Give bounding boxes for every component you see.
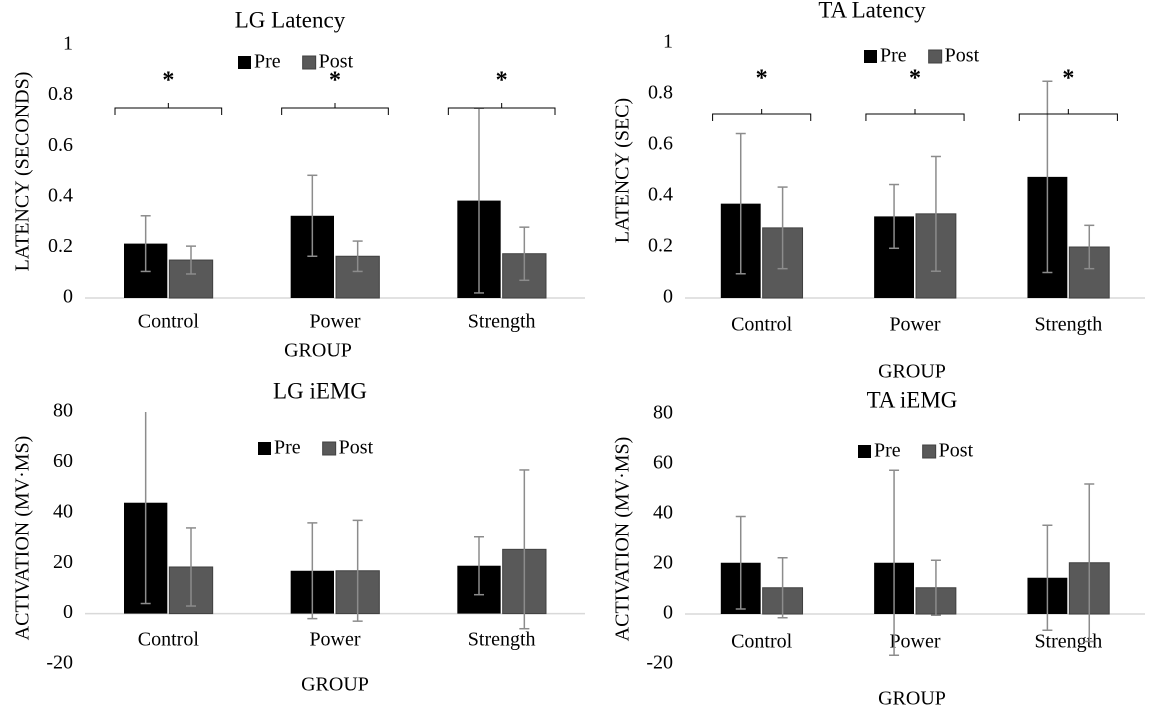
y-axis-label: LATENCY (SECONDS) <box>12 72 34 272</box>
chart-title: LG Latency <box>235 7 346 32</box>
y-tick-label: 0.2 <box>48 235 73 257</box>
y-tick-label: 0.2 <box>648 235 673 257</box>
y-tick-label: 0.6 <box>48 134 73 156</box>
legend-label: Pre <box>874 440 901 462</box>
x-tick-label: Strength <box>468 629 536 651</box>
legend-label: Pre <box>880 45 907 67</box>
legend-swatch <box>864 50 877 63</box>
significance-marker: * <box>162 68 174 94</box>
y-tick-label: 40 <box>653 502 673 524</box>
y-tick-label: 0.8 <box>48 83 73 105</box>
x-tick-label: Control <box>138 629 200 651</box>
legend-swatch <box>302 55 317 70</box>
x-tick-label: Power <box>889 631 940 653</box>
legend-swatch <box>322 441 337 456</box>
chart-panel: LG Latency GROUP LATENCY (SECONDS) 0 0.2 0.4 0… <box>12 7 585 362</box>
y-tick-label: 60 <box>53 450 73 472</box>
y-tick-label: 0.8 <box>648 82 673 104</box>
y-tick-label: 20 <box>53 551 73 573</box>
chart-title: TA Latency <box>818 0 926 22</box>
x-axis-label: GROUP <box>284 340 352 362</box>
x-tick-label: Strength <box>1034 314 1102 336</box>
legend-swatch <box>238 56 251 69</box>
chart-panel: LG iEMG GROUP ACTIVATION (MV·MS) -20 0 20 40 60… <box>12 378 585 696</box>
x-tick-label: Strength <box>468 311 536 333</box>
y-tick-label: 40 <box>53 500 73 522</box>
x-tick-label: Strength <box>1034 631 1102 653</box>
significance-bracket <box>712 109 812 121</box>
x-tick-label: Control <box>138 311 200 333</box>
x-axis-label: GROUP <box>301 674 369 696</box>
y-tick-label: 0 <box>663 602 673 624</box>
y-tick-label: 60 <box>653 452 673 474</box>
y-tick-label: 80 <box>653 402 673 424</box>
legend-label: Post <box>319 51 354 73</box>
legend-swatch <box>258 442 271 455</box>
x-axis-label: GROUP <box>878 688 946 710</box>
significance-marker: * <box>329 68 341 94</box>
legend-label: Pre <box>274 437 301 459</box>
legend-swatch <box>858 445 871 458</box>
significance-bracket <box>865 109 965 121</box>
y-axis-label: ACTIVATION (MV·MS) <box>12 436 34 641</box>
y-tick-label: 0.4 <box>48 184 73 206</box>
x-axis-label: GROUP <box>878 361 946 383</box>
legend-swatch <box>922 444 937 459</box>
significance-bracket <box>1018 109 1118 121</box>
significance-marker: * <box>496 68 508 94</box>
y-tick-label: -20 <box>46 652 73 674</box>
x-tick-label: Control <box>731 314 793 336</box>
y-tick-label: 1 <box>63 33 73 55</box>
legend-label: Post <box>339 437 374 459</box>
y-tick-label: 1 <box>663 31 673 53</box>
x-tick-label: Power <box>309 629 360 651</box>
y-tick-label: 0 <box>63 601 73 623</box>
legend-label: Post <box>945 45 980 67</box>
chart-title: LG iEMG <box>273 378 367 403</box>
significance-marker: * <box>1062 66 1074 92</box>
y-tick-label: -20 <box>646 652 673 674</box>
y-tick-label: 20 <box>653 552 673 574</box>
x-tick-label: Power <box>309 311 360 333</box>
y-axis-label: LATENCY (SEC) <box>612 98 634 243</box>
chart-title: TA iEMG <box>867 387 958 412</box>
significance-bracket <box>281 103 389 115</box>
y-tick-label: 80 <box>53 400 73 422</box>
y-tick-label: 0.6 <box>648 133 673 155</box>
chart-panel: TA iEMG GROUP ACTIVATION (MV·MS) -20 0 20 40 60… <box>612 387 1145 710</box>
y-tick-label: 0 <box>63 286 73 308</box>
legend-label: Pre <box>254 51 281 73</box>
significance-marker: * <box>756 66 768 92</box>
significance-marker: * <box>909 66 921 92</box>
legend-label: Post <box>939 440 974 462</box>
y-axis-label: ACTIVATION (MV·MS) <box>612 437 634 642</box>
y-tick-label: 0.4 <box>648 184 673 206</box>
legend-swatch <box>928 49 943 64</box>
significance-bracket <box>447 103 556 115</box>
significance-bracket <box>114 103 223 115</box>
y-tick-label: 0 <box>663 286 673 308</box>
x-tick-label: Control <box>731 631 793 653</box>
x-tick-label: Power <box>889 314 940 336</box>
chart-panel: TA Latency GROUP LATENCY (SEC) 0 0.2 0.4 0.6 0.… <box>612 0 1145 383</box>
